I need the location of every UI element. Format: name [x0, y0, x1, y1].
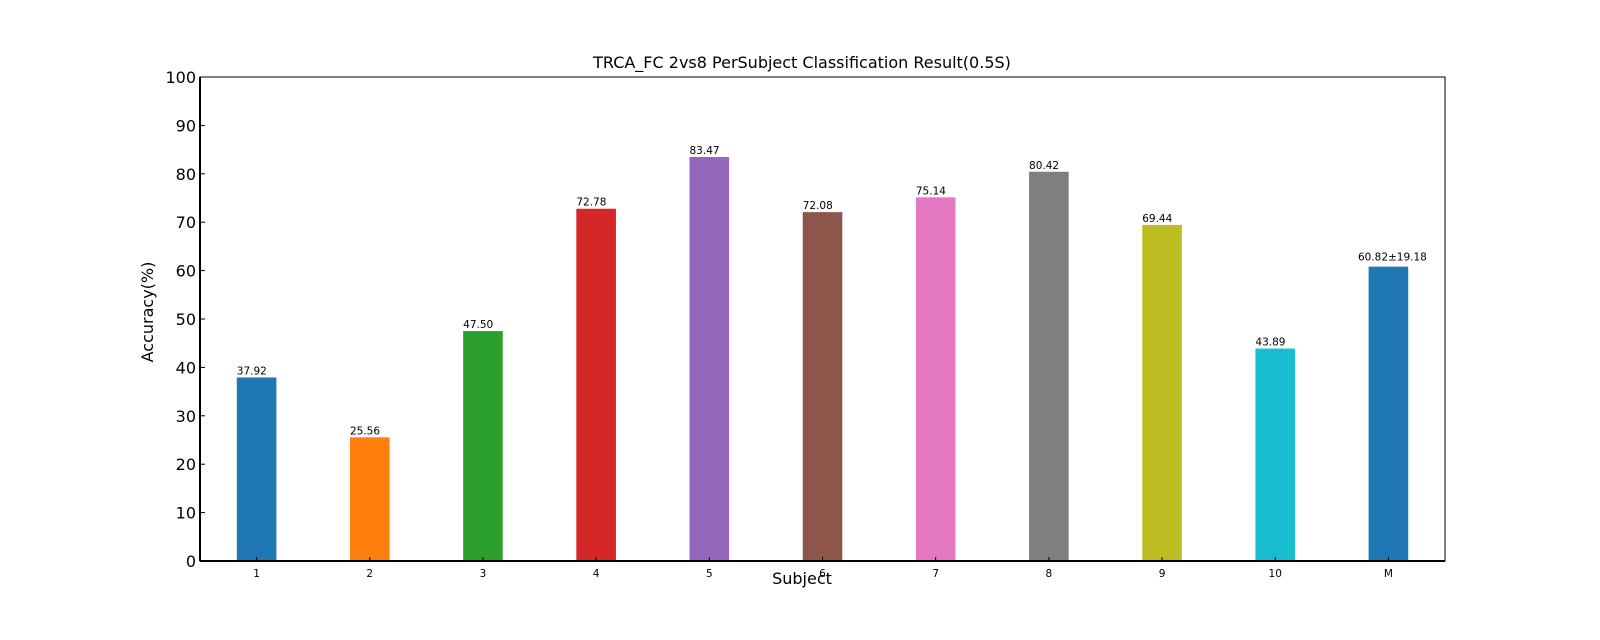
y-tick-label: 20 [176, 455, 196, 474]
bar [689, 157, 730, 562]
x-tick-label: 8 [1046, 568, 1053, 580]
x-tick-label: 10 [1269, 568, 1282, 580]
bar [236, 377, 277, 561]
y-tick-label: 10 [176, 504, 196, 523]
y-axis-label: Accuracy(%) [138, 262, 157, 363]
y-tick-label: 0 [186, 552, 196, 571]
y-tick-label: 90 [176, 116, 196, 135]
data-label: 47.50 [463, 319, 493, 331]
data-label: 72.08 [803, 200, 833, 212]
data-label: 80.42 [1029, 160, 1059, 172]
bar [1368, 266, 1409, 561]
y-tick-label: 100 [165, 68, 196, 87]
y-tick-label: 60 [176, 262, 196, 281]
y-tick-label: 50 [176, 310, 196, 329]
data-label: 37.92 [237, 365, 267, 377]
x-tick-label: 5 [706, 568, 713, 580]
data-label: 69.44 [1142, 213, 1172, 225]
plot-area: 0 10 20 30 40 50 60 70 80 90 100 37.92 1 25.56 2 47.50 3… [165, 68, 1446, 580]
x-tick-label: 9 [1159, 568, 1166, 580]
x-tick-label: 1 [253, 568, 260, 580]
x-tick-label: 2 [366, 568, 373, 580]
bar [802, 212, 843, 561]
x-tick-label: 3 [480, 568, 487, 580]
y-tick-label: 80 [176, 165, 196, 184]
x-tick-label: 7 [932, 568, 939, 580]
bar [915, 197, 956, 562]
y-tick-label: 40 [176, 358, 196, 377]
x-tick-label: M [1384, 568, 1393, 580]
y-tick-label: 30 [176, 407, 196, 426]
x-tick-label: 6 [819, 568, 826, 580]
chart-title: TRCA_FC 2vs8 PerSubject Classification R… [592, 53, 1011, 73]
y-tick-label: 70 [176, 213, 196, 232]
data-label: 60.82±19.18 [1358, 252, 1427, 264]
data-label: 43.89 [1255, 337, 1285, 349]
bar [349, 437, 390, 561]
data-label: 25.56 [350, 425, 380, 437]
data-label: 72.78 [576, 197, 606, 209]
data-label: 75.14 [916, 185, 946, 197]
x-tick-label: 4 [593, 568, 600, 580]
bar [1142, 224, 1182, 561]
data-label: 83.47 [690, 145, 720, 157]
x-axis-label: Subject [772, 569, 832, 588]
bar [1255, 348, 1296, 561]
bar [463, 331, 503, 561]
bar [576, 208, 616, 561]
bar [1029, 171, 1069, 561]
